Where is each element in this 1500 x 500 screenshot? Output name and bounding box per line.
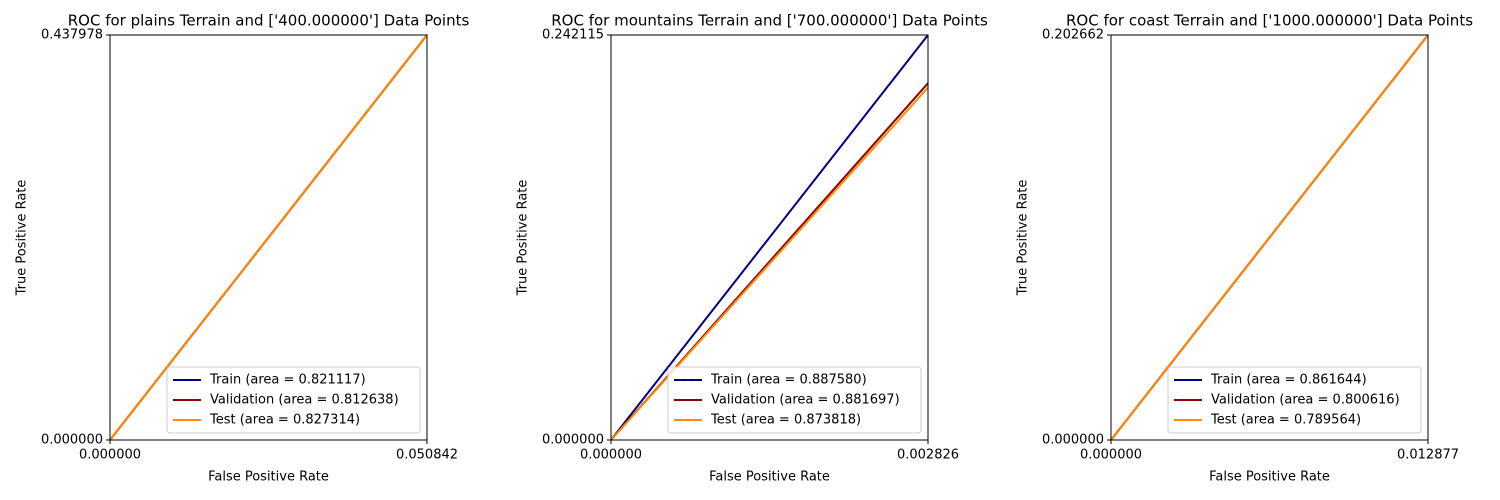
- legend-label: Train (area = 0.821117): [209, 373, 366, 388]
- legend-label: Train (area = 0.887580): [710, 373, 867, 388]
- x-tick-label: 0.002826: [897, 448, 959, 463]
- x-axis-label: False Positive Rate: [208, 470, 329, 485]
- y-tick-label: 0.000000: [1042, 433, 1104, 448]
- y-tick-label: 0.437978: [41, 28, 103, 43]
- y-axis-label: True Positive Rate: [15, 180, 30, 297]
- chart-title: ROC for mountains Terrain and ['700.0000…: [551, 12, 988, 30]
- axes-frame: [610, 34, 929, 441]
- y-axis-label: True Positive Rate: [1016, 180, 1031, 297]
- legend-box: [667, 366, 922, 434]
- axes-frame: [1110, 34, 1429, 441]
- y-tick-label: 0.000000: [41, 433, 103, 448]
- chart-title: ROC for plains Terrain and ['400.000000'…: [68, 12, 470, 30]
- legend-label: Validation (area = 0.881697): [711, 393, 900, 408]
- legend-label: Validation (area = 0.800616): [1211, 393, 1400, 408]
- x-tick-label: 0.000000: [1080, 448, 1142, 463]
- y-tick-label: 0.242115: [542, 28, 604, 43]
- axes-frame: [109, 34, 428, 441]
- roc-line: [109, 34, 428, 441]
- roc-line: [1110, 34, 1429, 441]
- legend-label: Test (area = 0.827314): [209, 413, 360, 428]
- chart-title: ROC for coast Terrain and ['1000.000000'…: [1066, 12, 1473, 30]
- legend-label: Test (area = 0.789564): [1210, 413, 1361, 428]
- x-tick-label: 0.000000: [79, 448, 141, 463]
- legend-label: Test (area = 0.873818): [710, 413, 861, 428]
- y-tick-label: 0.202662: [1042, 28, 1104, 43]
- x-tick-label: 0.000000: [580, 448, 642, 463]
- roc-line: [610, 34, 929, 441]
- x-axis-label: False Positive Rate: [1209, 470, 1330, 485]
- legend-label: Train (area = 0.861644): [1210, 373, 1367, 388]
- legend-box: [166, 366, 421, 434]
- x-tick-label: 0.012877: [1397, 448, 1459, 463]
- legend-box: [1167, 366, 1422, 434]
- roc-line: [610, 86, 929, 441]
- legend-label: Validation (area = 0.812638): [210, 393, 399, 408]
- x-tick-label: 0.050842: [396, 448, 458, 463]
- y-axis-label: True Positive Rate: [516, 180, 531, 297]
- y-tick-label: 0.000000: [542, 433, 604, 448]
- x-axis-label: False Positive Rate: [709, 470, 830, 485]
